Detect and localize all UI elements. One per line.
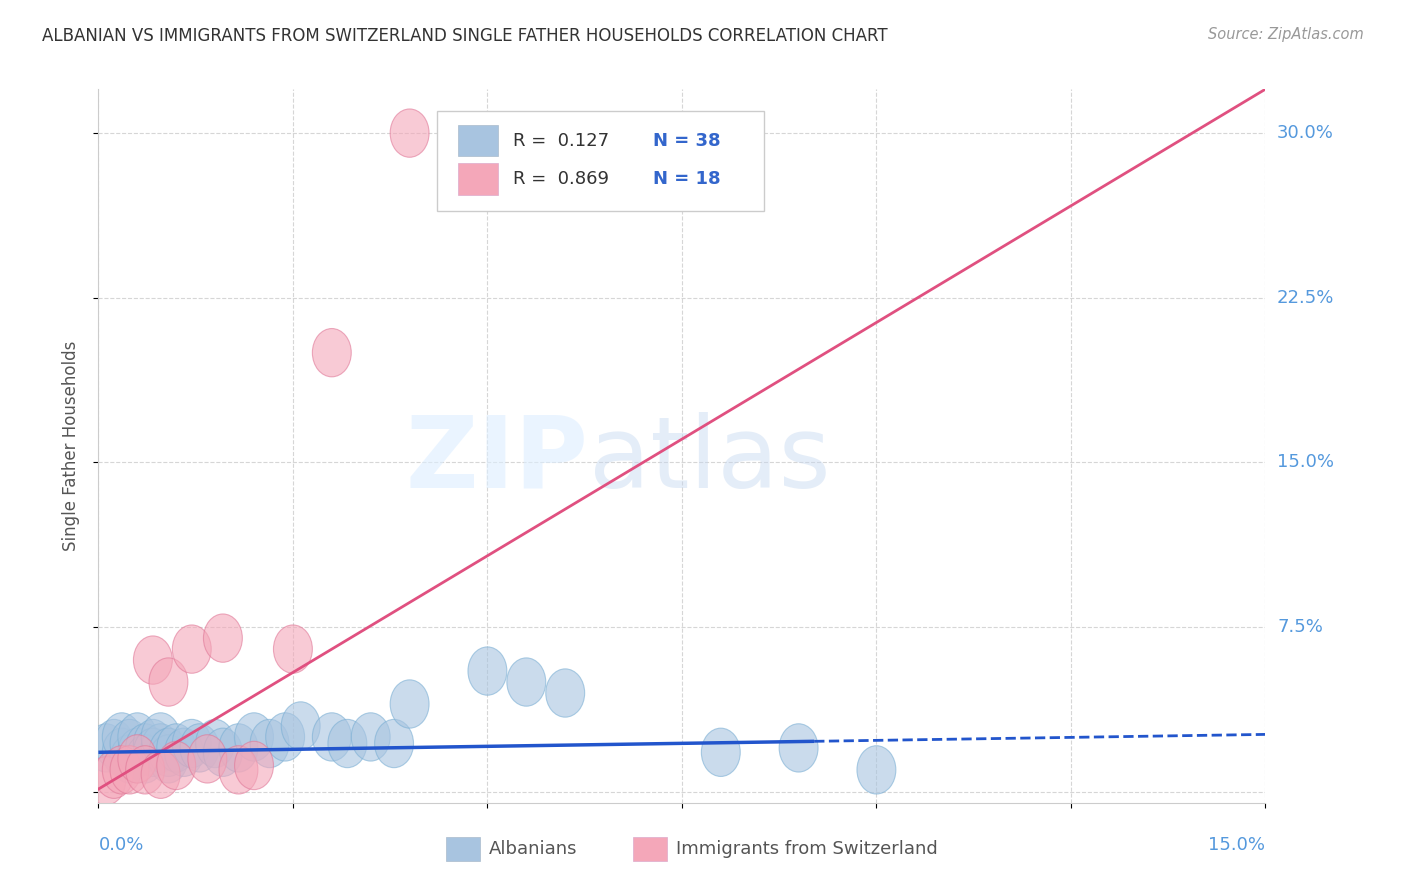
Ellipse shape bbox=[118, 713, 157, 761]
Ellipse shape bbox=[149, 735, 188, 783]
Text: 7.5%: 7.5% bbox=[1277, 618, 1323, 636]
Ellipse shape bbox=[281, 702, 321, 750]
Text: ALBANIAN VS IMMIGRANTS FROM SWITZERLAND SINGLE FATHER HOUSEHOLDS CORRELATION CHA: ALBANIAN VS IMMIGRANTS FROM SWITZERLAND … bbox=[42, 27, 887, 45]
Ellipse shape bbox=[389, 109, 429, 157]
Text: N = 18: N = 18 bbox=[652, 170, 720, 188]
Ellipse shape bbox=[157, 723, 195, 772]
FancyBboxPatch shape bbox=[437, 111, 763, 211]
Ellipse shape bbox=[779, 723, 818, 772]
Ellipse shape bbox=[312, 328, 352, 376]
Ellipse shape bbox=[110, 719, 149, 768]
Ellipse shape bbox=[250, 719, 290, 768]
Ellipse shape bbox=[858, 746, 896, 794]
Ellipse shape bbox=[149, 728, 188, 776]
Ellipse shape bbox=[134, 728, 173, 776]
Ellipse shape bbox=[125, 735, 165, 783]
Ellipse shape bbox=[180, 723, 219, 772]
Text: ZIP: ZIP bbox=[406, 412, 589, 508]
Ellipse shape bbox=[188, 735, 226, 783]
Ellipse shape bbox=[219, 723, 257, 772]
Text: 15.0%: 15.0% bbox=[1277, 453, 1334, 472]
Ellipse shape bbox=[157, 741, 195, 789]
Ellipse shape bbox=[204, 728, 242, 776]
FancyBboxPatch shape bbox=[446, 837, 479, 862]
FancyBboxPatch shape bbox=[458, 163, 498, 194]
Ellipse shape bbox=[352, 713, 389, 761]
Text: R =  0.127: R = 0.127 bbox=[513, 132, 609, 150]
Ellipse shape bbox=[125, 746, 165, 794]
FancyBboxPatch shape bbox=[633, 837, 666, 862]
Ellipse shape bbox=[134, 719, 173, 768]
Ellipse shape bbox=[103, 746, 141, 794]
Y-axis label: Single Father Households: Single Father Households bbox=[62, 341, 80, 551]
FancyBboxPatch shape bbox=[458, 125, 498, 156]
Ellipse shape bbox=[165, 728, 204, 776]
Ellipse shape bbox=[118, 735, 157, 783]
Text: R =  0.869: R = 0.869 bbox=[513, 170, 609, 188]
Ellipse shape bbox=[141, 723, 180, 772]
Ellipse shape bbox=[87, 756, 125, 805]
Ellipse shape bbox=[204, 614, 242, 662]
Ellipse shape bbox=[219, 746, 257, 794]
Ellipse shape bbox=[173, 719, 211, 768]
Text: Source: ZipAtlas.com: Source: ZipAtlas.com bbox=[1208, 27, 1364, 42]
Ellipse shape bbox=[235, 741, 273, 789]
Ellipse shape bbox=[87, 723, 125, 772]
Ellipse shape bbox=[546, 669, 585, 717]
Ellipse shape bbox=[328, 719, 367, 768]
Ellipse shape bbox=[125, 723, 165, 772]
Ellipse shape bbox=[141, 750, 180, 798]
Ellipse shape bbox=[141, 713, 180, 761]
Ellipse shape bbox=[110, 735, 149, 783]
Ellipse shape bbox=[235, 713, 273, 761]
Text: Albanians: Albanians bbox=[489, 840, 578, 858]
Ellipse shape bbox=[312, 713, 352, 761]
Text: 15.0%: 15.0% bbox=[1208, 836, 1265, 854]
Ellipse shape bbox=[103, 713, 141, 761]
Ellipse shape bbox=[149, 658, 188, 706]
Ellipse shape bbox=[195, 719, 235, 768]
Ellipse shape bbox=[508, 658, 546, 706]
Ellipse shape bbox=[103, 728, 141, 776]
Ellipse shape bbox=[374, 719, 413, 768]
Ellipse shape bbox=[274, 625, 312, 673]
Ellipse shape bbox=[110, 746, 149, 794]
Text: 30.0%: 30.0% bbox=[1277, 124, 1334, 142]
Text: atlas: atlas bbox=[589, 412, 830, 508]
Ellipse shape bbox=[118, 728, 157, 776]
Ellipse shape bbox=[94, 719, 134, 768]
Ellipse shape bbox=[468, 647, 508, 695]
Ellipse shape bbox=[702, 728, 741, 776]
Ellipse shape bbox=[134, 636, 173, 684]
Ellipse shape bbox=[173, 625, 211, 673]
Ellipse shape bbox=[389, 680, 429, 728]
Text: N = 38: N = 38 bbox=[652, 132, 720, 150]
Ellipse shape bbox=[266, 713, 305, 761]
Ellipse shape bbox=[94, 750, 134, 798]
Text: 22.5%: 22.5% bbox=[1277, 289, 1334, 307]
Text: Immigrants from Switzerland: Immigrants from Switzerland bbox=[676, 840, 938, 858]
Text: 0.0%: 0.0% bbox=[98, 836, 143, 854]
